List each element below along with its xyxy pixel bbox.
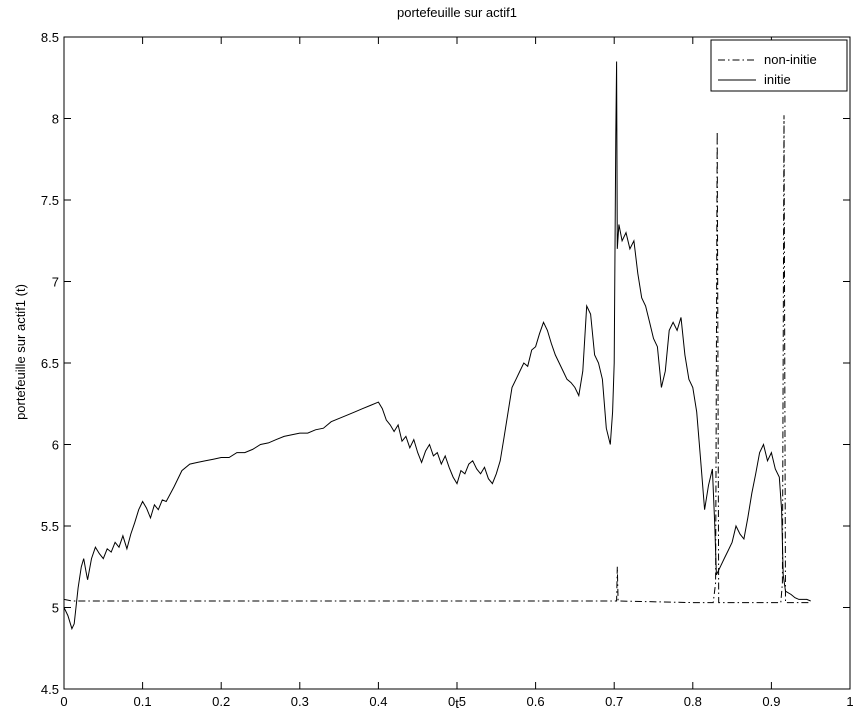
x-axis-label: t [455, 696, 459, 711]
axis-ticks: 0 0.1 0.2 0.3 0.4 0.5 0.6 0.7 0.8 0.9 1 4.5 5 5.5 6 6.5… [41, 30, 853, 709]
series-line-initie [64, 61, 811, 631]
y-tick-label: 7.5 [41, 193, 59, 208]
plot-frame [63, 36, 851, 690]
x-tick-label: 0.6 [527, 694, 545, 709]
x-tick-label: 0.5 [448, 694, 466, 709]
legend-label-non-initie: non-initie [764, 52, 817, 67]
x-tick-label: 0.4 [369, 694, 387, 709]
y-tick-label: 8 [52, 112, 59, 127]
x-tick-label: 0.7 [605, 694, 623, 709]
y-axis-label: portefeuille sur actif1 (t) [13, 284, 28, 420]
chart-title: portefeuille sur actif1 [397, 5, 517, 20]
x-tick-label: 0.3 [291, 694, 309, 709]
legend-box [710, 39, 848, 92]
y-tick-label: 6.5 [41, 356, 59, 371]
plot-area: 0 0.1 0.2 0.3 0.4 0.5 0.6 0.7 0.8 0.9 1 4.5 5 5.5 6 6.5… [41, 30, 853, 709]
legend-label-initie: initie [764, 72, 791, 87]
x-tick-label: 1 [846, 694, 853, 709]
series-layer [64, 61, 811, 631]
x-tick-label: 0.8 [684, 694, 702, 709]
legend: non-initie initie [710, 39, 848, 92]
y-tick-label: 6 [52, 438, 59, 453]
y-tick-label: 5 [52, 601, 59, 616]
x-tick-label: 0 [60, 694, 67, 709]
x-tick-label: 0.1 [134, 694, 152, 709]
x-tick-label: 0.9 [762, 694, 780, 709]
x-tick-label: 0.2 [212, 694, 230, 709]
y-tick-label: 7 [52, 275, 59, 290]
y-tick-label: 4.5 [41, 682, 59, 697]
y-tick-label: 5.5 [41, 519, 59, 534]
y-tick-label: 8.5 [41, 30, 59, 45]
series-line-non-initie [64, 115, 811, 604]
